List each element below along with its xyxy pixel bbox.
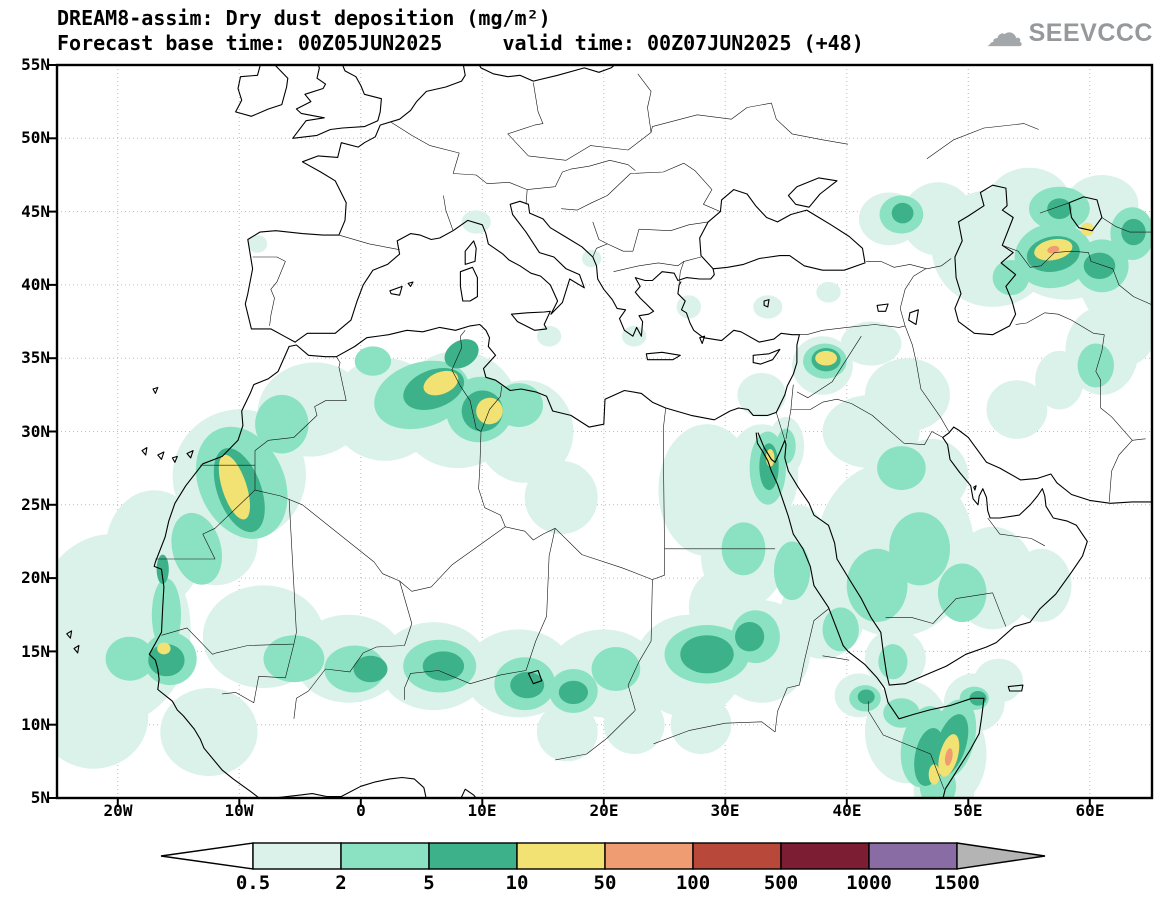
lat-tick-label: 30N	[21, 422, 50, 441]
legend-value: 0.5	[235, 872, 271, 894]
legend-value: 50	[593, 872, 617, 894]
seevccc-logo: ☁ SEEVCCC	[986, 14, 1153, 52]
lon-tick-label: 20W	[103, 801, 133, 820]
lat-tick-label: 20N	[21, 568, 50, 587]
legend-value: 1500	[934, 872, 980, 894]
lat-tick-label: 35N	[21, 348, 50, 367]
logo-text: SEEVCCC	[1028, 18, 1153, 47]
lat-tick-label: 55N	[21, 55, 50, 74]
lon-tick-label: 40E	[832, 801, 862, 820]
lat-tick-label: 45N	[21, 202, 50, 221]
lon-tick-label: 10E	[467, 801, 497, 820]
plot-title: DREAM8-assim: Dry dust deposition (mg/m²…	[57, 6, 551, 30]
legend-colorbar	[160, 842, 1046, 870]
legend-value: 100	[675, 872, 711, 894]
legend-value: 500	[763, 872, 799, 894]
lat-tick-label: 5N	[30, 788, 50, 807]
legend-value: 1000	[846, 872, 892, 894]
lon-tick-label: 10W	[224, 801, 254, 820]
legend-value: 2	[335, 872, 347, 894]
lat-tick-label: 50N	[21, 128, 50, 147]
lat-tick-label: 10N	[21, 715, 50, 734]
legend-value: 10	[505, 872, 529, 894]
lat-tick-label: 25N	[21, 495, 50, 514]
cloud-icon: ☁	[985, 11, 1024, 55]
lat-tick-label: 15N	[21, 642, 50, 661]
plot-subtitle: Forecast base time: 00Z05JUN2025 valid t…	[57, 31, 864, 55]
lat-tick-label: 40N	[21, 275, 50, 294]
lon-tick-label: 30E	[710, 801, 740, 820]
lon-tick-label: 20E	[589, 801, 619, 820]
lon-tick-label: 0	[356, 801, 366, 820]
lon-tick-label: 50E	[953, 801, 983, 820]
lon-tick-label: 60E	[1075, 801, 1105, 820]
legend-value: 5	[423, 872, 435, 894]
